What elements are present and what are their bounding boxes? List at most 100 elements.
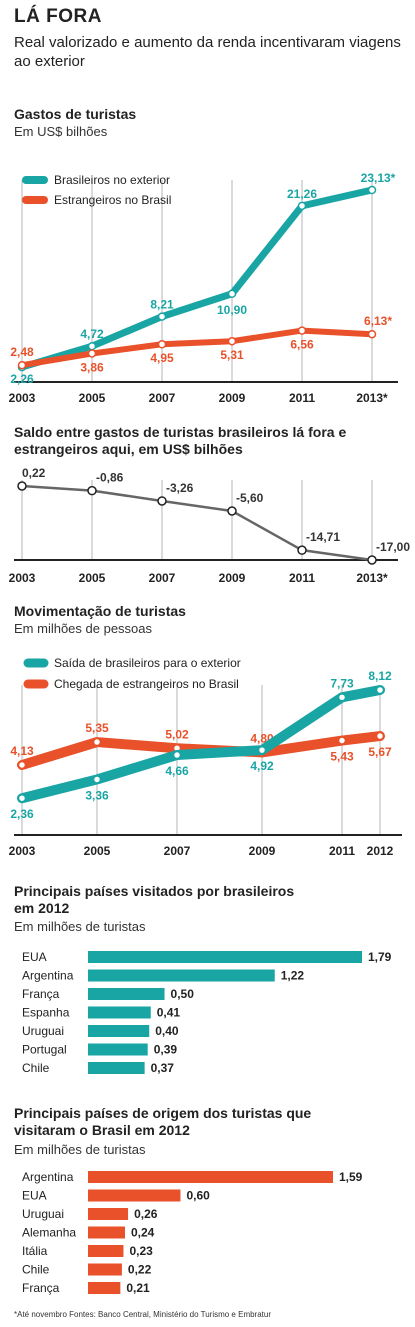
series-line	[19, 327, 375, 369]
x-tick-label: 2011	[289, 571, 315, 585]
x-tick-label: 2003	[9, 571, 36, 585]
x-tick-label: 2005	[79, 571, 106, 585]
data-point	[257, 745, 267, 755]
data-label: 4,95	[150, 351, 174, 365]
category-label: EUA	[22, 1189, 47, 1203]
data-point	[87, 341, 97, 351]
origin-countries-bar-chart: Argentina 1,59 EUA 0,60 Uruguai 0,26 Alemanha 0…	[22, 1170, 363, 1295]
data-point	[375, 731, 385, 741]
x-tick-label: 2007	[149, 571, 176, 585]
series-line	[18, 186, 376, 371]
category-label: Espanha	[22, 1006, 70, 1020]
category-label: Chile	[22, 1263, 50, 1277]
x-tick-label: 2009	[249, 844, 276, 858]
data-point	[172, 750, 182, 760]
data-label: -0,86	[96, 471, 124, 485]
data-point	[375, 685, 385, 695]
visited-countries-bar-chart: EUA 1,79 Argentina 1,22 França 0,50 Espanha 0,4…	[22, 950, 392, 1075]
data-label: 3,36	[85, 788, 109, 802]
spending-line-chart: 2003 2005 2007 2009 2011 2013* Brasileiros no …	[9, 171, 398, 405]
data-point	[337, 736, 347, 745]
x-tick-label: 2003	[9, 844, 36, 858]
data-label: 8,21	[150, 298, 174, 312]
data-point	[92, 737, 102, 747]
data-label: 5,31	[220, 348, 244, 362]
category-label: Argentina	[22, 969, 74, 983]
data-label: 23,13*	[361, 171, 396, 185]
data-label: 2,48	[10, 345, 34, 359]
legend-label: Saída de brasileiros para o exterior	[54, 656, 241, 670]
data-point	[17, 793, 27, 803]
legend-label: Brasileiros no exterior	[54, 173, 170, 187]
value-label: 0,24	[131, 1226, 155, 1240]
category-label: Uruguai	[22, 1024, 64, 1038]
bar	[88, 1245, 124, 1257]
series-line	[21, 484, 373, 562]
legend-label: Estrangeiros no Brasil	[54, 193, 171, 207]
data-label: -17,00	[376, 540, 410, 554]
data-point	[367, 329, 377, 339]
chart3-title: Movimentação de turistas	[14, 603, 186, 619]
x-tick-label: 2013*	[356, 571, 388, 585]
data-label: 4,66	[165, 764, 189, 778]
data-label: 10,90	[217, 303, 247, 317]
data-point	[227, 506, 237, 516]
data-label: 3,86	[80, 360, 104, 374]
x-tick-label: 2012	[367, 844, 394, 858]
value-label: 1,22	[281, 969, 305, 983]
bar	[88, 1226, 125, 1239]
data-label: -14,71	[306, 530, 340, 544]
headline: Real valorizado e aumento da renda incen…	[14, 34, 401, 70]
data-label: -5,60	[236, 491, 264, 505]
value-label: 0,22	[128, 1263, 152, 1277]
x-tick-label: 2007	[164, 844, 191, 858]
tourist-flow-line-chart: 2003 2005 2007 2009 2011 2012 Saída de brasile…	[9, 656, 402, 858]
data-point	[367, 555, 377, 565]
kicker: LÁ FORA	[14, 6, 102, 27]
data-label: 4,72	[80, 327, 104, 341]
category-label: França	[22, 1281, 60, 1295]
bar	[88, 988, 165, 1000]
category-label: Itália	[22, 1244, 48, 1258]
data-label: 5,02	[165, 727, 189, 741]
chart5-subtitle: Em milhões de turistas	[14, 1142, 146, 1157]
chart4-subtitle: Em milhões de turistas	[14, 919, 146, 934]
category-label: Portugal	[22, 1043, 67, 1057]
data-point	[297, 201, 307, 211]
data-label: 2,26	[10, 372, 34, 386]
category-label: Alemanha	[22, 1226, 76, 1240]
chart4-title: Principais países visitados por brasilei…	[14, 883, 295, 916]
balance-line-chart: 2003 2005 2007 2009 2011 2013* 0,22 -0,86 -3,26 -…	[9, 466, 411, 585]
value-label: 0,26	[134, 1207, 158, 1221]
bar	[88, 1006, 151, 1019]
data-point	[227, 336, 237, 346]
data-label: 7,73	[330, 676, 354, 690]
value-label: 0,23	[129, 1244, 153, 1258]
bar	[88, 1208, 129, 1220]
value-label: 0,41	[157, 1006, 181, 1020]
legend-label: Chegada de estrangeiros no Brasil	[54, 677, 239, 691]
data-point	[87, 349, 97, 358]
chart1-title: Gastos de turistas	[14, 106, 137, 122]
category-label: Uruguai	[22, 1207, 64, 1221]
data-point	[87, 485, 97, 496]
bar	[88, 1263, 122, 1276]
data-point	[297, 326, 307, 335]
x-tick-label: 2013*	[356, 391, 388, 405]
data-label: 6,13*	[364, 314, 392, 328]
x-tick-label: 2005	[84, 844, 111, 858]
value-label: 0,21	[126, 1281, 150, 1295]
data-label: 5,67	[368, 745, 392, 759]
value-label: 0,60	[186, 1189, 210, 1203]
data-point	[227, 289, 237, 299]
series-line	[17, 685, 385, 804]
data-label: 4,13	[10, 744, 34, 758]
x-tick-label: 2009	[219, 391, 246, 405]
value-label: 0,37	[151, 1061, 175, 1075]
data-point	[17, 360, 27, 370]
x-tick-label: 2007	[149, 391, 176, 405]
value-label: 0,50	[171, 987, 195, 1001]
data-point	[157, 496, 167, 506]
bar	[88, 1025, 150, 1037]
bar	[88, 1189, 181, 1202]
